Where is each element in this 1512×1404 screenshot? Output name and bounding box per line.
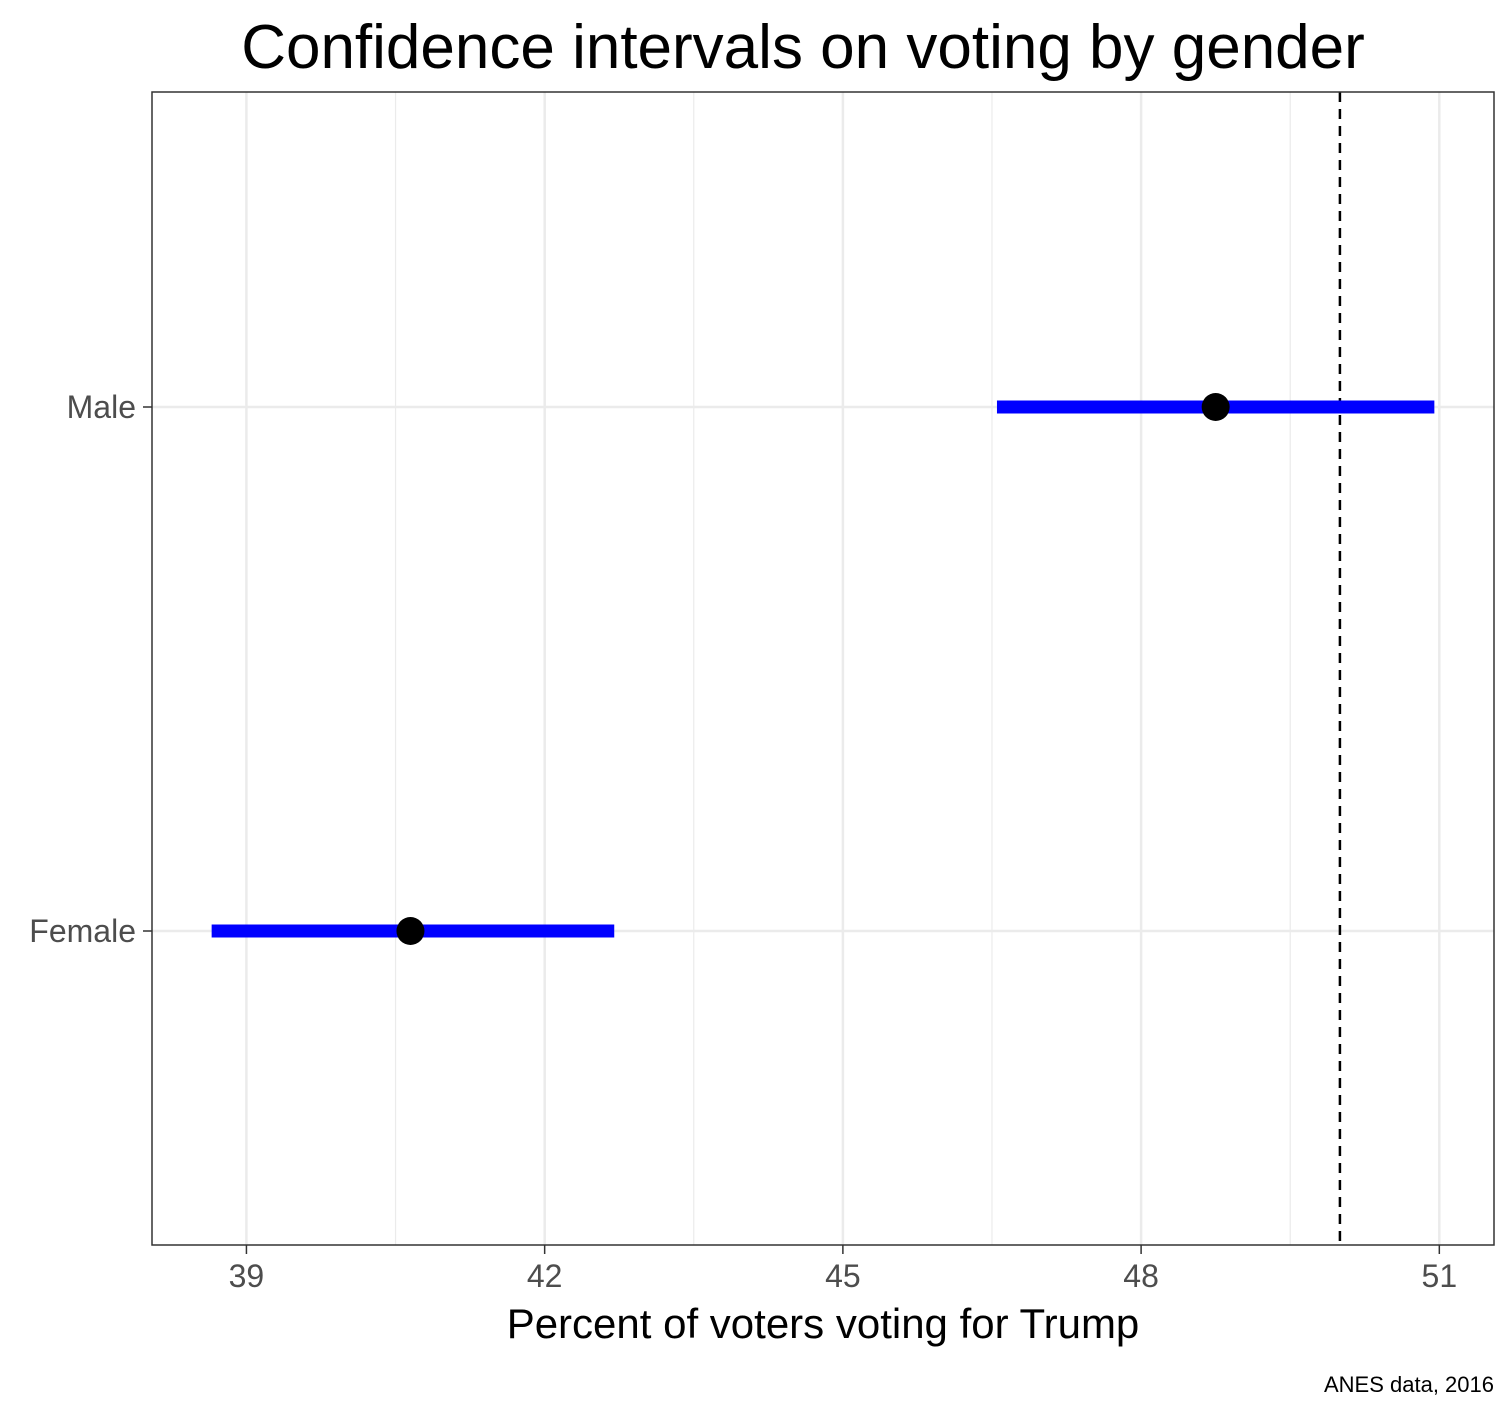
x-tick-label: 42 [527,1258,563,1294]
y-tick-label: Male [67,389,136,425]
data-layer [211,393,1435,945]
x-tick-label: 48 [1123,1258,1159,1294]
grid-layer [152,92,1494,1245]
x-axis-title: Percent of voters voting for Trump [507,1300,1140,1347]
x-tick-label: 45 [825,1258,861,1294]
axis-layer: 39 42 45 48 51 Male Female [29,389,1457,1294]
x-tick-label: 39 [229,1258,265,1294]
caption: ANES data, 2016 [1324,1372,1494,1397]
estimate-point-female [396,917,425,945]
estimate-point-male [1201,393,1230,421]
panel-border [151,91,1495,1246]
x-tick-label: 51 [1422,1258,1458,1294]
y-tick-label: Female [29,913,136,949]
chart-title: Confidence intervals on voting by gender [241,13,1365,82]
